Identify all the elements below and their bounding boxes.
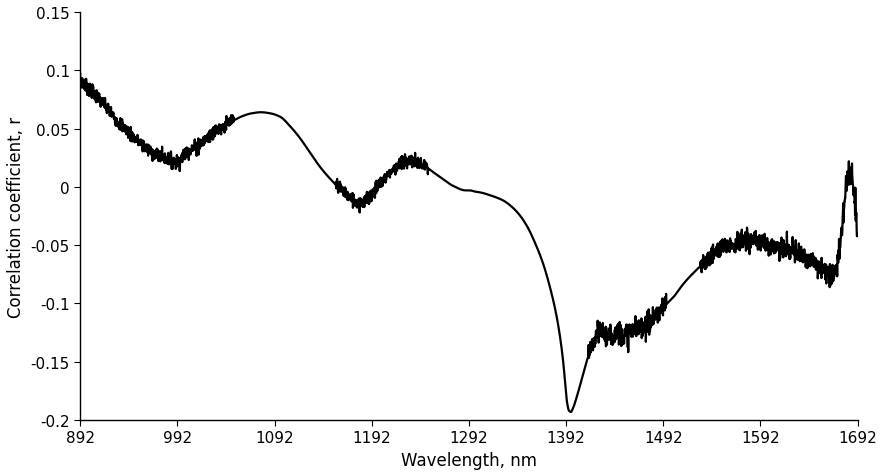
X-axis label: Wavelength, nm: Wavelength, nm (401, 451, 537, 469)
Y-axis label: Correlation coefficient, r: Correlation coefficient, r (7, 116, 25, 317)
